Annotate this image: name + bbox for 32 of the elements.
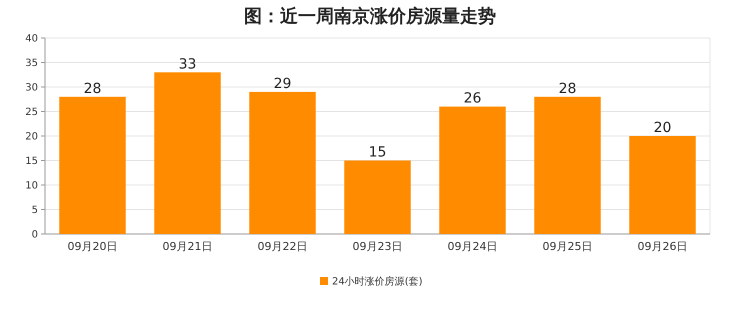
bar bbox=[154, 72, 221, 234]
data-label: 20 bbox=[654, 120, 672, 136]
bar bbox=[59, 96, 126, 234]
x-tick-label: 09月20日 bbox=[68, 240, 118, 253]
chart-title: 图：近一周南京涨价房源量走势 bbox=[244, 6, 496, 27]
x-tick-label: 09月22日 bbox=[258, 240, 308, 253]
x-tick-label: 09月24日 bbox=[448, 240, 498, 253]
data-label: 29 bbox=[274, 76, 292, 92]
y-tick-label: 0 bbox=[32, 230, 38, 240]
x-tick-label: 09月21日 bbox=[162, 240, 212, 253]
y-tick-label: 35 bbox=[25, 58, 38, 69]
data-label: 33 bbox=[178, 56, 196, 72]
bar bbox=[249, 92, 316, 234]
x-tick-label: 09月23日 bbox=[352, 240, 402, 253]
bar bbox=[439, 106, 506, 234]
y-tick-label: 5 bbox=[32, 205, 38, 216]
y-tick-label: 15 bbox=[25, 156, 38, 167]
y-tick-label: 25 bbox=[25, 107, 38, 118]
data-label: 28 bbox=[84, 80, 102, 97]
data-label: 15 bbox=[368, 144, 386, 160]
x-tick-label: 09月25日 bbox=[542, 240, 592, 253]
legend-label: 24小时涨价房源(套) bbox=[332, 276, 423, 288]
bar bbox=[344, 160, 411, 234]
bar bbox=[534, 96, 601, 234]
bar bbox=[629, 136, 696, 234]
data-label: 26 bbox=[464, 90, 482, 107]
data-label: 28 bbox=[558, 80, 576, 97]
y-tick-label: 20 bbox=[25, 132, 38, 142]
y-tick-label: 10 bbox=[25, 180, 38, 192]
y-tick-label: 30 bbox=[25, 82, 38, 94]
y-tick-label: 40 bbox=[25, 34, 38, 44]
x-tick-label: 09月26日 bbox=[638, 240, 688, 253]
